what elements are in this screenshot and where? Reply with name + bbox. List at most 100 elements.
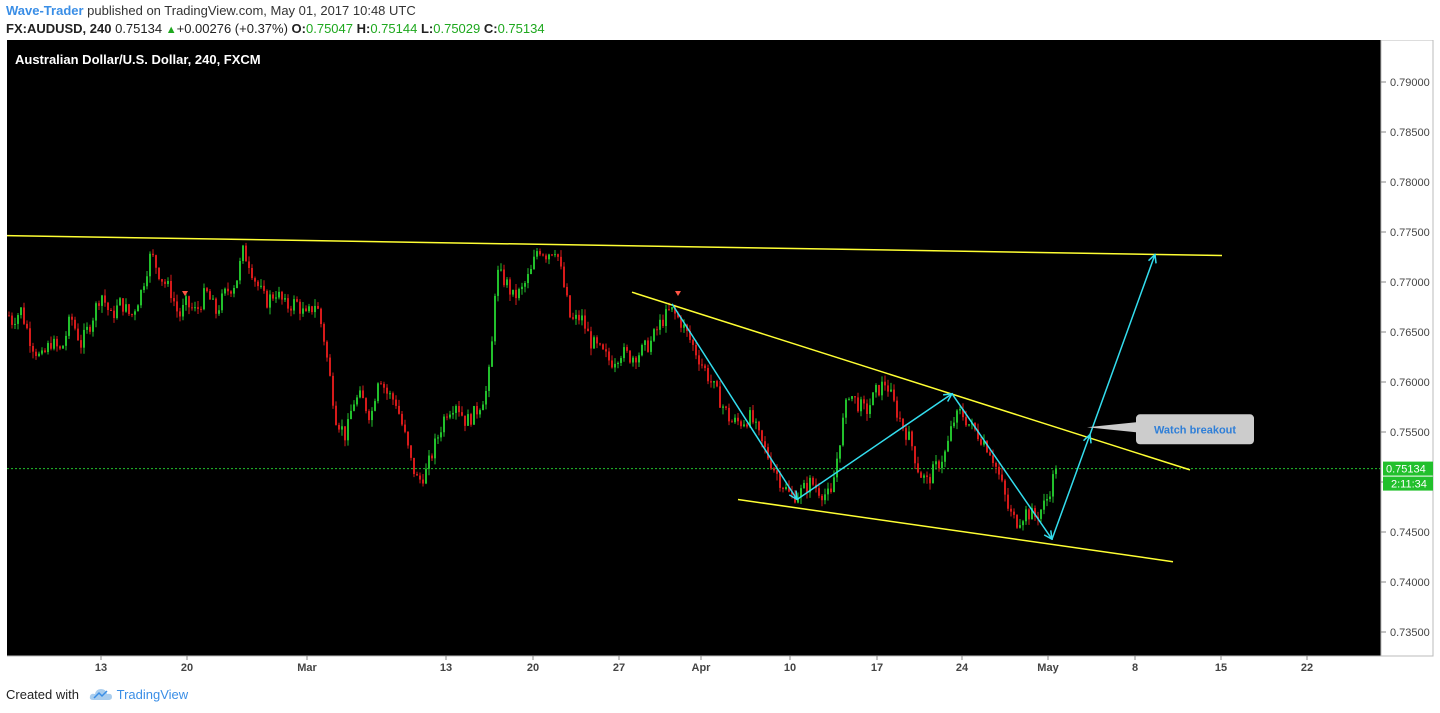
candle-body <box>425 468 427 484</box>
candle-body <box>635 357 637 363</box>
candle-body <box>920 472 922 478</box>
candle-body <box>518 289 520 299</box>
time-axis[interactable] <box>7 656 1381 676</box>
candle-body <box>32 345 34 352</box>
candle-body <box>659 319 661 330</box>
candle-body <box>734 417 736 423</box>
candle-body <box>308 306 310 312</box>
x-tick-label: 27 <box>613 662 625 674</box>
candle-body <box>422 479 424 484</box>
candle-body <box>98 303 100 306</box>
candle-body <box>800 488 802 498</box>
price-chart[interactable]: 0.79000 0.78500 0.78000 0.77500 0.77000 0.765… <box>0 40 1440 676</box>
tradingview-brand-link[interactable]: TradingView <box>116 687 189 702</box>
candle-body <box>83 329 85 348</box>
candle-body <box>548 254 550 260</box>
candle-body <box>1016 514 1018 528</box>
candle-body <box>839 445 841 459</box>
candle-body <box>917 463 919 473</box>
candle-body <box>605 349 607 352</box>
candle-body <box>1025 509 1027 522</box>
candle-body <box>878 385 880 396</box>
wave-leg <box>1051 435 1090 540</box>
candle-body <box>68 316 70 336</box>
candle-body <box>8 315 10 317</box>
candle-body <box>764 441 766 448</box>
candle-body <box>434 438 436 459</box>
candle-body <box>497 269 499 296</box>
candle-body <box>332 375 334 406</box>
candle-body <box>779 473 781 488</box>
last-price-box <box>1383 461 1433 476</box>
open-label: O: <box>291 21 306 36</box>
candle-body <box>914 446 916 464</box>
candle-body <box>749 410 751 427</box>
candle-body <box>887 385 889 392</box>
candle-body <box>1019 525 1021 528</box>
candle-body <box>293 299 295 311</box>
candle-body <box>821 495 823 501</box>
countdown-box <box>1383 476 1433 491</box>
candle-body <box>59 346 61 349</box>
candle-body <box>269 294 271 308</box>
candle-body <box>1049 496 1051 500</box>
candle-body <box>11 315 13 325</box>
candle-body <box>509 279 511 295</box>
candle-body <box>938 461 940 469</box>
candle-body <box>392 393 394 400</box>
candle-body <box>986 441 988 453</box>
candle-body <box>1001 474 1003 481</box>
price-axis[interactable] <box>1380 40 1434 657</box>
candle-body <box>389 393 391 395</box>
candle-body <box>698 355 700 365</box>
candle-body <box>71 316 73 320</box>
candle-body <box>596 337 598 344</box>
candle-body <box>245 245 247 262</box>
candle-body <box>464 415 466 426</box>
candle-body <box>896 400 898 418</box>
candle-body <box>704 365 706 369</box>
candle-body <box>650 340 652 352</box>
chart-title: Australian Dollar/U.S. Dollar, 240, FXCM <box>15 52 261 67</box>
candle-body <box>494 295 496 342</box>
candle-body <box>593 337 595 349</box>
candle-body <box>983 441 985 445</box>
trendline <box>6 234 1223 257</box>
candle-body <box>881 381 883 396</box>
candle-body <box>398 405 400 414</box>
candle-body <box>968 424 970 426</box>
candle-body <box>1007 494 1009 509</box>
candle-body <box>263 285 265 291</box>
published-text: published on TradingView.com, May 01, 20… <box>83 3 416 18</box>
candle-body <box>515 289 517 299</box>
candle-body <box>1013 511 1015 515</box>
candle-body <box>626 347 628 351</box>
candle-body <box>254 278 256 282</box>
y-tick-label: 0.78000 <box>1390 177 1430 189</box>
candle-body <box>326 341 328 358</box>
candle-body <box>992 455 994 464</box>
candle-body <box>137 305 139 312</box>
candle-body <box>911 431 913 447</box>
low-value: 0.75029 <box>433 21 481 36</box>
x-tick-label: 24 <box>956 662 969 674</box>
candle-body <box>149 253 151 277</box>
y-tick-label: 0.75500 <box>1390 427 1430 439</box>
candle-body <box>884 381 886 386</box>
candle-body <box>158 267 160 280</box>
candle-body <box>176 301 178 312</box>
candle-body <box>209 291 211 300</box>
candle-body <box>872 392 874 406</box>
candle-body <box>710 381 712 383</box>
author-link[interactable]: Wave-Trader <box>6 3 84 18</box>
candle-body <box>368 411 370 421</box>
candle-body <box>725 406 727 408</box>
y-tick-label: 0.74000 <box>1390 577 1430 589</box>
candle-body <box>965 417 967 426</box>
candle-body <box>671 307 673 310</box>
candle-body <box>719 386 721 408</box>
candle-body <box>554 254 556 256</box>
high-label: H: <box>356 21 371 36</box>
projection-arrow <box>1089 255 1155 435</box>
candle-body <box>239 260 241 281</box>
